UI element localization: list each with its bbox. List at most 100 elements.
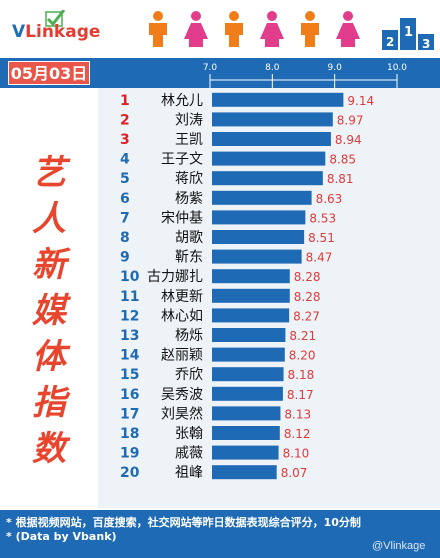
bar [212, 132, 331, 146]
artist-name: 林允儿 [161, 93, 203, 109]
podium-icon: 2 1 3 [382, 18, 434, 50]
artist-name: 杨烁 [175, 328, 203, 344]
rank-number: 7 [120, 210, 130, 226]
logo-age: age [65, 22, 101, 42]
svg-text:2: 2 [386, 35, 394, 49]
rank-number: 1 [120, 93, 130, 109]
female-icon [184, 11, 208, 47]
artist-name: 蒋欣 [175, 171, 203, 187]
artist-name: 戚薇 [175, 446, 203, 462]
svg-text:3: 3 [422, 37, 430, 50]
artist-name: 吴秀波 [161, 387, 203, 403]
footnote-method: * 根据视频网站，百度搜索，社交网站等昨日数据表现综合评分，10分制 [6, 516, 361, 529]
male-icon [149, 11, 167, 47]
bar [212, 190, 312, 205]
rank-number: 3 [120, 132, 130, 148]
bar [212, 426, 280, 440]
bar [212, 112, 333, 127]
logo-check-icon [45, 9, 66, 27]
bar-chart: 7.0 8.0 9.0 10.0 1 林允儿 9.14 2 刘涛 8.97 3 王凯 8.94 4 王子文 8… [120, 63, 407, 481]
bar [212, 445, 279, 460]
bar [212, 230, 305, 244]
bar [212, 328, 286, 342]
rank-number: 15 [120, 367, 139, 383]
female-icon [336, 11, 360, 47]
bar [212, 171, 323, 186]
rank-number: 6 [120, 191, 130, 207]
male-icon [225, 11, 243, 47]
value-label: 8.12 [284, 427, 311, 441]
title-char: 数 [32, 429, 66, 469]
title-char: 艺 [32, 153, 66, 193]
svg-text:1: 1 [404, 25, 413, 40]
artist-name: 赵丽颖 [161, 348, 203, 364]
title-char: 指 [32, 383, 66, 423]
value-label: 8.47 [306, 251, 333, 265]
rank-number: 20 [120, 465, 140, 481]
bar [212, 465, 277, 480]
value-label: 8.81 [327, 172, 354, 186]
value-label: 8.63 [316, 192, 343, 206]
value-label: 8.27 [293, 309, 320, 323]
value-label: 8.28 [294, 290, 321, 304]
bar [212, 269, 290, 284]
bar [212, 308, 290, 323]
x-tick-label: 10.0 [387, 63, 407, 73]
value-label: 8.85 [329, 153, 356, 167]
artist-name: 刘涛 [175, 112, 203, 128]
rank-number: 2 [120, 112, 130, 128]
logo-wordmark: VLinkage [12, 22, 100, 42]
female-icon [260, 11, 284, 47]
value-label: 8.07 [281, 466, 308, 480]
title-char: 媒 [32, 291, 66, 331]
title-char: 新 [32, 245, 66, 285]
value-label: 8.13 [284, 407, 311, 421]
rank-number: 12 [120, 308, 139, 324]
artist-name: 靳东 [175, 250, 203, 266]
artist-name: 祖峰 [175, 465, 203, 481]
footer-band [0, 510, 440, 558]
artist-name: 刘昊然 [161, 405, 203, 422]
value-label: 8.18 [288, 368, 315, 382]
title-char: 人 [32, 199, 66, 239]
vlinkage-logo [6, 9, 116, 50]
title-column [0, 88, 98, 508]
artist-name: 杨紫 [175, 191, 203, 207]
artist-name: 王子文 [161, 152, 203, 168]
bar [212, 249, 302, 264]
value-label: 8.17 [287, 388, 314, 402]
bar [212, 92, 344, 107]
x-tick-label: 7.0 [203, 63, 218, 73]
artist-name: 宋仲基 [161, 209, 203, 226]
artist-name: 张翰 [175, 426, 203, 442]
logo-v: V [12, 22, 26, 42]
value-label: 8.94 [335, 133, 362, 147]
rank-number: 8 [120, 230, 130, 246]
bar [212, 386, 283, 401]
footnote-source: * (Data by Vbank) [6, 530, 117, 543]
rank-number: 13 [120, 328, 139, 344]
value-label: 8.10 [283, 447, 310, 461]
bar [212, 288, 290, 303]
value-label: 8.53 [309, 211, 336, 225]
rank-number: 19 [120, 446, 139, 462]
artist-name: 古力娜扎 [147, 269, 203, 285]
bar [212, 210, 306, 225]
vertical-title: 艺 人 新 媒 体 指 数 [24, 150, 74, 472]
value-label: 8.28 [294, 270, 321, 284]
rank-number: 5 [120, 171, 130, 187]
bar [212, 367, 284, 382]
people-icons [149, 11, 360, 47]
rank-number: 16 [120, 387, 139, 403]
male-icon [301, 11, 319, 47]
value-label: 8.51 [308, 231, 335, 245]
rank-number: 10 [120, 269, 140, 285]
value-label: 9.14 [347, 94, 374, 108]
logo-link: Link [25, 22, 66, 42]
artist-name: 王凯 [175, 132, 203, 148]
value-label: 8.21 [289, 329, 316, 343]
rank-number: 17 [120, 406, 139, 422]
rank-number: 18 [120, 426, 139, 442]
value-label: 8.97 [337, 113, 364, 127]
rank-number: 4 [120, 152, 130, 168]
